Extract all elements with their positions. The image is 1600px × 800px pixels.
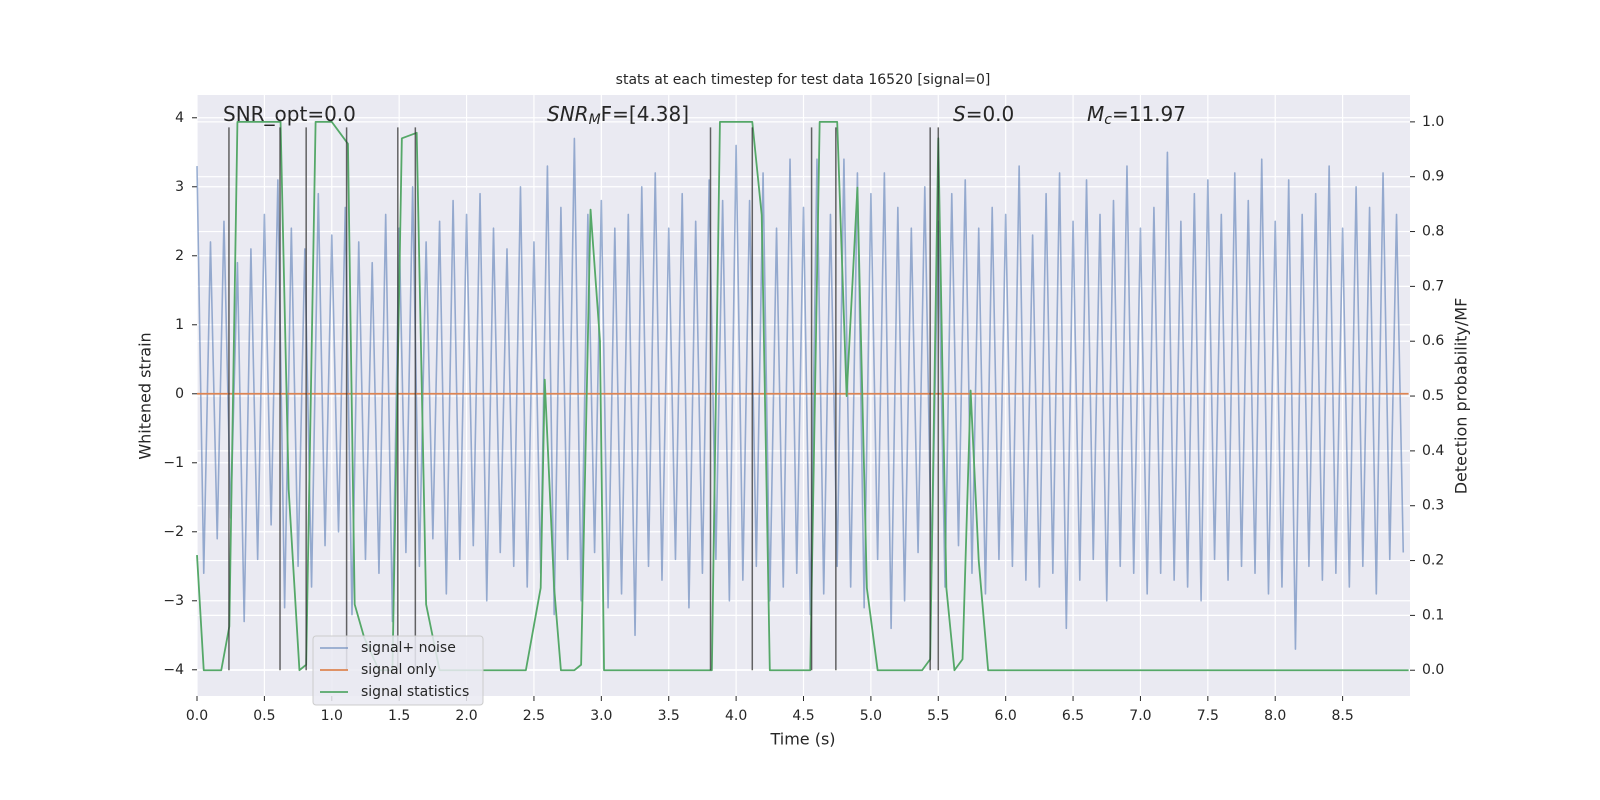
x-tick-label: 7.5 (1197, 708, 1219, 724)
chart-title: stats at each timestep for test data 165… (616, 72, 991, 88)
x-tick-label: 6.0 (995, 708, 1017, 724)
x-tick-label: 5.0 (860, 708, 882, 724)
x-tick-label: 2.0 (455, 708, 477, 724)
annotation-suffix: =0.0 (966, 102, 1015, 126)
y2-axis-label: Detection probability/MF (1452, 298, 1471, 495)
y2-tick-label: 0.7 (1422, 278, 1444, 294)
x-tick-label: 0.0 (186, 708, 208, 724)
annotation-sub: M (589, 112, 601, 128)
series-line (196, 120, 1409, 672)
y2-tick-label: 0.4 (1422, 443, 1444, 459)
legend-label: signal only (361, 662, 436, 678)
y-tick-label: 0 (175, 386, 184, 402)
x-tick-label: 4.0 (725, 708, 747, 724)
legend-box (312, 635, 484, 706)
annotation-suffix: =11.97 (1112, 102, 1186, 126)
annotation-text: S (953, 102, 966, 126)
y-tick-label: −3 (163, 593, 184, 609)
y-tick-label: −4 (163, 662, 184, 678)
x-tick-label: 1.5 (388, 708, 410, 724)
annotation: Mc=11.97 (1087, 102, 1186, 129)
y-tick-label: 1 (175, 317, 184, 333)
annotation: S=0.0 (953, 102, 1014, 126)
x-tick-label: 8.5 (1331, 708, 1353, 724)
annotation-text: SNR_opt=0.0 (223, 102, 356, 126)
x-tick-label: 2.5 (523, 708, 545, 724)
x-tick-label: 7.0 (1129, 708, 1151, 724)
x-tick-label: 1.0 (321, 708, 343, 724)
x-tick-label: 4.5 (792, 708, 814, 724)
y-tick-label: 4 (175, 110, 184, 126)
y-tick-label: −2 (163, 524, 184, 540)
annotation-suffix: F=[4.38] (601, 102, 689, 126)
annotation: SNRMF=[4.38] (547, 102, 689, 129)
annotation-text: M (1087, 102, 1104, 126)
legend: signal+ noise signal only signal statistic… (312, 635, 484, 706)
annotation-text: SNR (547, 102, 589, 126)
y-tick-label: 3 (175, 179, 184, 195)
x-tick-label: 6.5 (1062, 708, 1084, 724)
y2-tick-label: 0.1 (1422, 607, 1444, 623)
y2-tick-label: 0.8 (1422, 224, 1444, 240)
y2-tick-label: 0.6 (1422, 333, 1444, 349)
y2-tick-label: 1.0 (1422, 114, 1444, 130)
y2-tick-label: 0.3 (1422, 498, 1444, 514)
y2-tick-label: 0.2 (1422, 553, 1444, 569)
legend-label: signal statistics (361, 684, 469, 700)
y-tick-label: −1 (163, 455, 184, 471)
y2-tick-label: 0.9 (1422, 169, 1444, 185)
x-tick-label: 3.0 (590, 708, 612, 724)
x-axis-label: Time (s) (769, 730, 835, 749)
legend-label: signal+ noise (361, 640, 456, 656)
y-tick-label: 2 (175, 248, 184, 264)
y2-tick-label: 0.5 (1422, 388, 1444, 404)
y2-tick-label: 0.0 (1422, 662, 1444, 678)
annotation-sub: c (1104, 112, 1112, 128)
x-tick-label: 5.5 (927, 708, 949, 724)
x-tick-label: 0.5 (253, 708, 275, 724)
x-tick-label: 3.5 (658, 708, 680, 724)
annotation: SNR_opt=0.0 (223, 102, 356, 126)
x-tick-label: 8.0 (1264, 708, 1286, 724)
y-axis-label: Whitened strain (136, 332, 155, 459)
